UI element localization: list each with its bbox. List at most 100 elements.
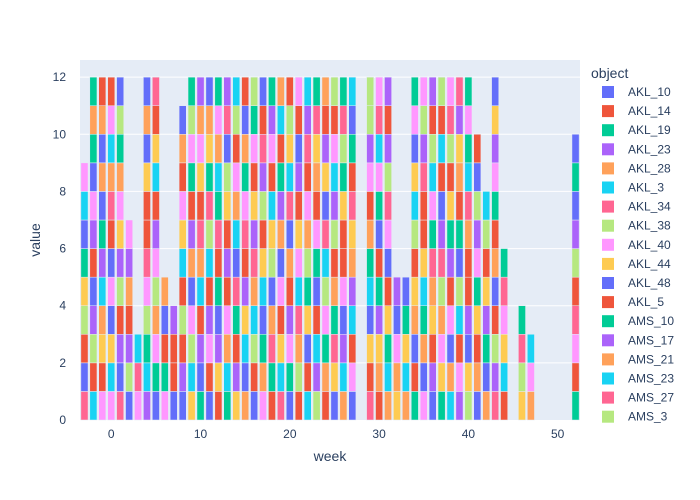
- bar-segment[interactable]: [286, 219, 294, 249]
- bar-segment[interactable]: [339, 191, 348, 221]
- bar-segment[interactable]: [464, 334, 473, 364]
- bar-segment[interactable]: [178, 391, 187, 421]
- bar-segment[interactable]: [107, 134, 116, 164]
- bar-segment[interactable]: [277, 134, 285, 164]
- bar-segment[interactable]: [223, 219, 232, 249]
- bar-segment[interactable]: [527, 362, 535, 392]
- bar-segment[interactable]: [134, 334, 142, 364]
- bar-segment[interactable]: [187, 134, 196, 164]
- bar-segment[interactable]: [321, 391, 330, 421]
- bar-segment[interactable]: [268, 334, 276, 364]
- legend-item[interactable]: AMS_17: [602, 333, 674, 347]
- bar-segment[interactable]: [473, 248, 482, 278]
- bar-segment[interactable]: [152, 134, 160, 164]
- bar-segment[interactable]: [214, 219, 223, 249]
- legend-item[interactable]: AKL_5: [602, 295, 664, 309]
- bar-segment[interactable]: [375, 191, 383, 221]
- bar-segment[interactable]: [571, 134, 580, 164]
- bar-segment[interactable]: [464, 362, 473, 392]
- bar-segment[interactable]: [214, 305, 223, 335]
- bar-segment[interactable]: [125, 276, 133, 306]
- bar-segment[interactable]: [312, 362, 321, 392]
- bar-segment[interactable]: [161, 276, 169, 306]
- bar-segment[interactable]: [419, 76, 428, 106]
- bar-segment[interactable]: [223, 134, 232, 164]
- bar-segment[interactable]: [268, 191, 276, 221]
- bar-segment[interactable]: [446, 134, 455, 164]
- bar-segment[interactable]: [384, 248, 392, 278]
- bar-segment[interactable]: [384, 162, 392, 192]
- bar-segment[interactable]: [366, 362, 375, 392]
- bar-segment[interactable]: [446, 76, 455, 106]
- bar-segment[interactable]: [294, 276, 303, 306]
- bar-segment[interactable]: [294, 334, 303, 364]
- bar-segment[interactable]: [473, 391, 482, 421]
- bar-segment[interactable]: [527, 334, 535, 364]
- bar-segment[interactable]: [312, 191, 321, 221]
- bar-segment[interactable]: [491, 276, 500, 306]
- bar-segment[interactable]: [446, 276, 455, 306]
- bar-segment[interactable]: [152, 162, 160, 192]
- bar-segment[interactable]: [411, 362, 419, 392]
- bar-segment[interactable]: [393, 334, 401, 364]
- bar-segment[interactable]: [196, 162, 205, 192]
- legend-item[interactable]: AKL_3: [602, 181, 664, 195]
- bar-segment[interactable]: [107, 276, 116, 306]
- bar-segment[interactable]: [259, 391, 267, 421]
- bar-segment[interactable]: [187, 191, 196, 221]
- bar-segment[interactable]: [571, 219, 580, 249]
- bar-segment[interactable]: [196, 191, 205, 221]
- bar-segment[interactable]: [473, 334, 482, 364]
- bar-segment[interactable]: [178, 248, 187, 278]
- bar-segment[interactable]: [419, 162, 428, 192]
- bar-segment[interactable]: [196, 76, 205, 106]
- bar-segment[interactable]: [89, 219, 98, 249]
- bar-segment[interactable]: [214, 334, 223, 364]
- bar-segment[interactable]: [107, 248, 116, 278]
- bar-segment[interactable]: [348, 276, 357, 306]
- bar-segment[interactable]: [330, 162, 339, 192]
- bar-segment[interactable]: [232, 305, 241, 335]
- bar-segment[interactable]: [411, 248, 419, 278]
- bar-segment[interactable]: [393, 391, 401, 421]
- bar-segment[interactable]: [491, 105, 500, 135]
- bar-segment[interactable]: [312, 105, 321, 135]
- bar-segment[interactable]: [428, 76, 437, 106]
- bar-segment[interactable]: [89, 276, 98, 306]
- bar-segment[interactable]: [321, 191, 330, 221]
- bar-segment[interactable]: [250, 219, 258, 249]
- bar-segment[interactable]: [375, 248, 383, 278]
- bar-segment[interactable]: [571, 162, 580, 192]
- bar-segment[interactable]: [366, 391, 375, 421]
- bar-segment[interactable]: [178, 162, 187, 192]
- bar-segment[interactable]: [80, 334, 89, 364]
- bar-segment[interactable]: [348, 219, 357, 249]
- bar-segment[interactable]: [366, 76, 375, 106]
- bar-segment[interactable]: [446, 305, 455, 335]
- bar-segment[interactable]: [482, 391, 491, 421]
- bar-segment[interactable]: [339, 105, 348, 135]
- bar-segment[interactable]: [455, 191, 464, 221]
- legend-item[interactable]: AKL_23: [602, 142, 671, 156]
- bar-segment[interactable]: [232, 162, 241, 192]
- bar-segment[interactable]: [205, 76, 214, 106]
- bar-segment[interactable]: [303, 362, 312, 392]
- bar-segment[interactable]: [152, 391, 160, 421]
- bar-segment[interactable]: [339, 76, 348, 106]
- bar-segment[interactable]: [321, 162, 330, 192]
- bar-segment[interactable]: [268, 219, 276, 249]
- bar-segment[interactable]: [455, 305, 464, 335]
- bar-segment[interactable]: [366, 334, 375, 364]
- bar-segment[interactable]: [419, 191, 428, 221]
- bar-segment[interactable]: [464, 105, 473, 135]
- bar-segment[interactable]: [232, 334, 241, 364]
- bar-segment[interactable]: [196, 105, 205, 135]
- bar-segment[interactable]: [455, 105, 464, 135]
- bar-segment[interactable]: [491, 248, 500, 278]
- bar-segment[interactable]: [205, 391, 214, 421]
- bar-segment[interactable]: [348, 362, 357, 392]
- bar-segment[interactable]: [214, 362, 223, 392]
- bar-segment[interactable]: [366, 305, 375, 335]
- bar-segment[interactable]: [303, 305, 312, 335]
- bar-segment[interactable]: [375, 219, 383, 249]
